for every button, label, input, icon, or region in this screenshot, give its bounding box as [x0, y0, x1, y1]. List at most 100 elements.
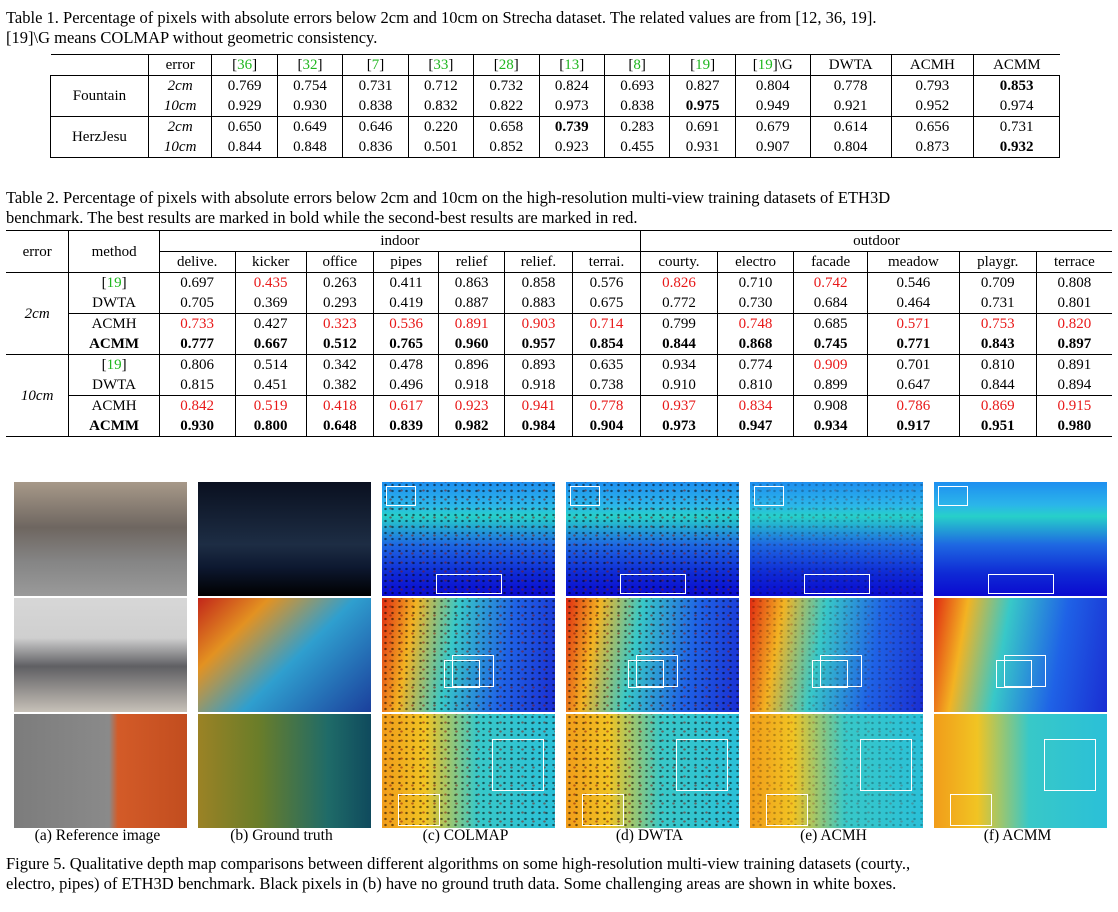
citation-number: 28 [498, 57, 514, 73]
table2-cell: 0.844 [640, 334, 718, 355]
image-electro-dwta [566, 598, 739, 712]
image-electro-ground-truth [198, 598, 371, 712]
table2-cell: 0.745 [793, 334, 869, 355]
table2-cell: 0.810 [717, 375, 795, 396]
table2-cell: 0.908 [793, 395, 869, 416]
figure5-caption-line2: electro, pipes) of ETH3D benchmark. Blac… [6, 874, 897, 893]
table1-header: [7] [342, 54, 409, 76]
table2-cell: 0.342 [306, 354, 374, 375]
table2-cell: 0.918 [504, 375, 573, 396]
challenge-area-box [582, 794, 624, 826]
image-electro-colmap [382, 598, 555, 712]
table2-row: ACMM 0.777 0.667 0.512 0.765 0.960 0.957 0.854 0… [6, 334, 1112, 355]
table2-cell: 0.820 [1036, 313, 1112, 334]
challenge-area-box [620, 574, 686, 594]
table2-cell: 0.771 [867, 334, 960, 355]
challenge-area-box [492, 739, 544, 791]
table2-dataset-header: facade [793, 251, 869, 273]
table2-cell: 0.844 [959, 375, 1037, 396]
table1-cell: 0.658 [473, 116, 540, 137]
table1-cell: 0.656 [891, 116, 975, 137]
table2-method: ACMH [68, 313, 160, 334]
citation-number: 33 [433, 57, 449, 73]
table2-method: DWTA [68, 293, 160, 314]
table1-cell: 0.646 [342, 116, 409, 137]
table2-cell: 0.980 [1057, 418, 1092, 434]
table2-col-error: error [6, 230, 70, 273]
image-electro-reference [14, 598, 187, 712]
table2-cell: 0.863 [438, 272, 505, 293]
table1-row: 10cm 0.844 0.848 0.836 0.501 0.852 0.923 0.455 0… [51, 137, 1060, 158]
table2-method: [19] [68, 354, 160, 375]
table1-error: 2cm [148, 116, 213, 137]
table1-cell: 0.739 [539, 116, 605, 137]
image-pipes-reference [14, 714, 187, 828]
table2-cell: 0.263 [306, 272, 374, 293]
image-pipes-acmh [750, 714, 923, 828]
table2-cell: 0.843 [959, 334, 1037, 355]
table1-header: [28] [473, 54, 540, 76]
table1-cell: 0.649 [277, 116, 344, 137]
depth-noise-overlay [382, 482, 555, 596]
table2-header-row2: delive. kicker office pipes relief relief. ter… [6, 251, 1112, 273]
table2-row: 10cm [19] 0.806 0.514 0.342 0.478 0.896 0.893 0.… [6, 354, 1112, 437]
table2-cell: 0.742 [793, 272, 869, 293]
table1-cell: 0.873 [891, 137, 975, 158]
table1-cell: 0.501 [408, 137, 475, 158]
table1-cell: 0.974 [973, 96, 1060, 117]
challenge-area-box [1004, 655, 1046, 687]
table2-cell: 0.774 [717, 354, 795, 375]
table1-cell: 0.650 [211, 116, 278, 137]
table2-dataset-header: electro [717, 251, 795, 273]
table1-row: HerzJesu 2cm 0.650 0.649 0.646 0.220 0.658 0.73… [50, 116, 1060, 158]
image-pipes-dwta [566, 714, 739, 828]
table2-cell: 0.893 [504, 354, 573, 375]
table2-cell: 0.808 [1036, 272, 1112, 293]
depth-noise-overlay [566, 482, 739, 596]
table1-header: [32] [276, 54, 343, 76]
table2-method: [19] [68, 272, 160, 293]
table2-cell: 0.897 [1057, 336, 1092, 352]
table2-cell: 0.382 [306, 375, 374, 396]
table2-cell: 0.915 [1036, 395, 1112, 416]
table2-cell: 0.685 [793, 313, 869, 334]
table1-cell: 0.838 [342, 96, 409, 117]
figure5-caption-line1: Figure 5. Qualitative depth map comparis… [6, 854, 911, 873]
table2-cell: 0.810 [959, 354, 1037, 375]
table2-cell: 0.733 [159, 313, 236, 334]
table2-dataset-header: kicker [235, 251, 307, 273]
citation-number: 8 [633, 57, 641, 73]
table1-cell: 0.691 [669, 116, 736, 137]
table2-row: DWTA 0.705 0.369 0.293 0.419 0.887 0.883 0.675 0… [6, 293, 1112, 314]
image-pipes-acmm [934, 714, 1107, 828]
table2-cell: 0.947 [717, 416, 795, 437]
image-courty-colmap [382, 482, 555, 596]
challenge-area-box [812, 660, 848, 688]
table1-cell: 0.930 [277, 96, 344, 117]
table2-cell: 0.435 [235, 272, 307, 293]
figure5-caption: Figure 5. Qualitative depth map comparis… [6, 854, 1112, 894]
table1-header: DWTA [809, 54, 892, 76]
table2-cell: 0.753 [959, 313, 1037, 334]
table1-cell: 0.769 [211, 75, 278, 96]
table2-dataset-header: playgr. [959, 251, 1037, 273]
challenge-area-box [398, 794, 440, 826]
table1-cell: 0.949 [735, 96, 811, 117]
table1-header: error [147, 54, 212, 76]
table2-cell: 0.772 [640, 293, 718, 314]
table2-dataset-header: courty. [640, 251, 718, 273]
table1-cell: 0.827 [669, 75, 736, 96]
table1-header: [33] [407, 54, 474, 76]
table2-cell: 0.883 [504, 293, 573, 314]
table2-cell: 0.894 [1057, 377, 1092, 393]
table2-cell: 0.903 [504, 313, 573, 334]
table2-cell: 0.858 [504, 272, 573, 293]
table2-cell: 0.478 [373, 354, 440, 375]
table2-cell: 0.941 [504, 395, 573, 416]
sublabel-b: (b) Ground truth [230, 827, 333, 844]
table2-caption-line1: Table 2. Percentage of pixels with absol… [6, 188, 891, 207]
table2-cell: 0.834 [717, 395, 795, 416]
table1-cell: 0.283 [604, 116, 671, 137]
table2-cell: 0.635 [572, 354, 642, 375]
table1-cell: 0.754 [277, 75, 344, 96]
